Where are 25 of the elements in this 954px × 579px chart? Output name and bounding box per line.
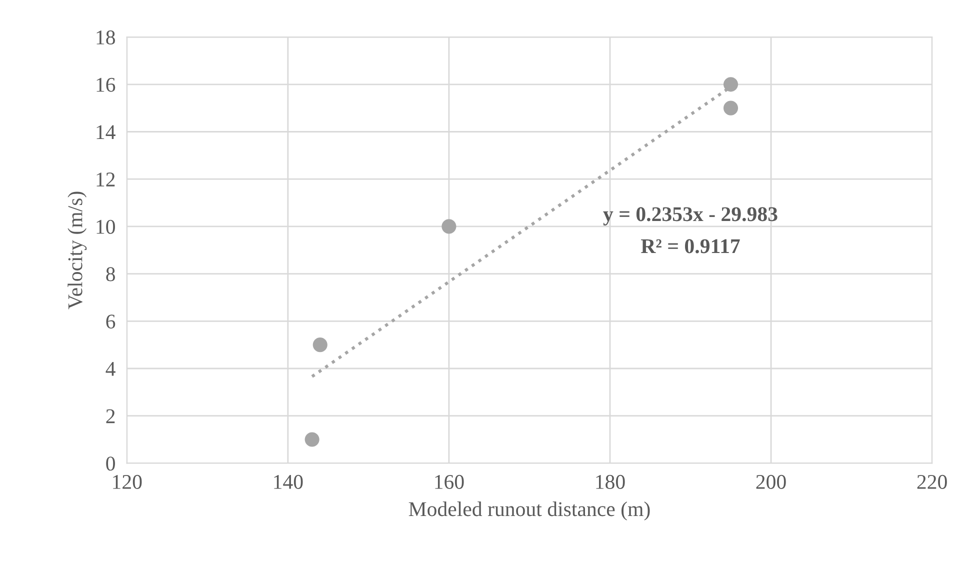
- point: [723, 100, 738, 116]
- y-axis-title: Velocity (m/s): [68, 192, 87, 310]
- y-tick-label: 10: [96, 220, 115, 234]
- y-tick-label: 4: [106, 362, 116, 376]
- point: [304, 432, 320, 447]
- x-tick-label: 140: [274, 474, 303, 489]
- annotation: y = 0.2353x - 29.983: [603, 207, 778, 226]
- y-tick-label: 16: [96, 78, 116, 92]
- x-axis-title: Modeled runout distance (m): [408, 502, 650, 520]
- y-tick-label: 18: [96, 30, 115, 44]
- y-tick-label: 14: [96, 125, 116, 139]
- point: [442, 219, 456, 234]
- y-tick-label: 2: [106, 409, 115, 424]
- point: [723, 77, 738, 92]
- x-tick-label: 200: [756, 474, 786, 489]
- point: [312, 338, 328, 352]
- x-tick-label: 120: [113, 474, 142, 489]
- x-tick-label: 160: [435, 474, 464, 489]
- y-tick-label: 8: [106, 267, 115, 282]
- y-tick-label: 12: [96, 172, 115, 186]
- x-tick-label: 180: [596, 474, 625, 489]
- y-tick-label: 0: [106, 456, 115, 471]
- x-tick-label: 220: [917, 474, 947, 489]
- y-tick-label: 6: [106, 314, 116, 329]
- annotation: R² = 0.9117: [640, 239, 740, 254]
